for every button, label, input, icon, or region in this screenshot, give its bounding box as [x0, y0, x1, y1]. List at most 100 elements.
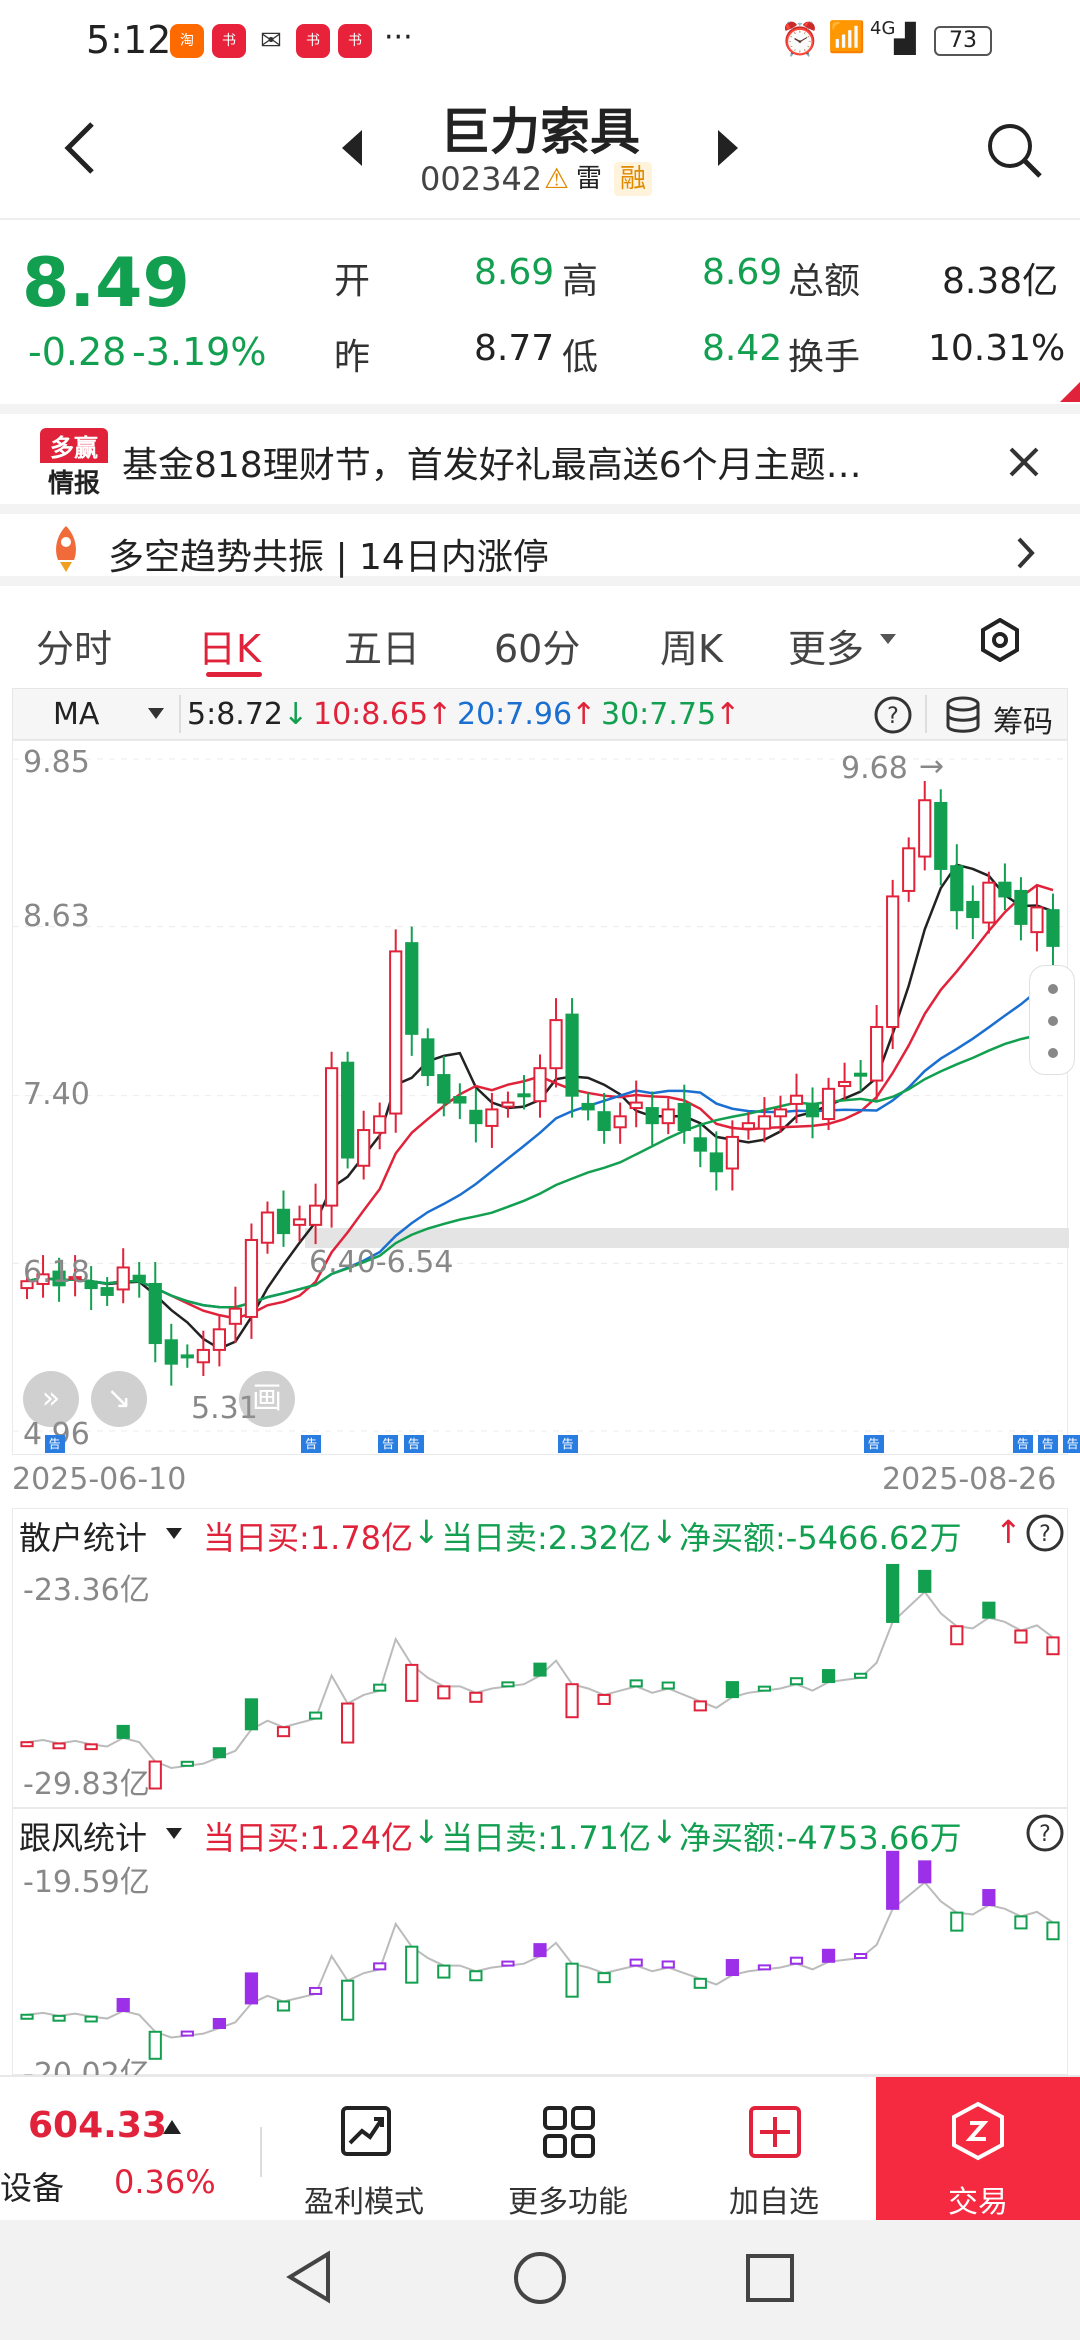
signal-notice[interactable]: 多空趋势共振 | 14日内涨停 [0, 504, 1080, 586]
stat-bar [821, 1948, 836, 1963]
expand-icon[interactable]: » [23, 1371, 79, 1427]
stat-bar [469, 1691, 483, 1703]
announcement-marker[interactable]: 告 [863, 1435, 884, 1453]
tab-daily-k[interactable]: 日K [198, 627, 261, 671]
announcement-marker[interactable]: 告 [403, 1435, 424, 1453]
ma30-line [26, 1029, 1054, 1309]
next-stock-icon[interactable] [716, 128, 740, 168]
draw-tool-icon[interactable]: ↘ [91, 1371, 147, 1427]
candle-body [725, 1135, 739, 1170]
y-label-2: 8.63 [23, 899, 90, 934]
candle-body [821, 1087, 836, 1121]
announcement-marker[interactable]: 告 [557, 1435, 578, 1453]
stat-bar [212, 1747, 226, 1759]
candle-body [357, 1129, 371, 1167]
rocket-icon [56, 526, 76, 572]
xiaohongshu-icon-3: 书 [338, 24, 372, 58]
paint-icon[interactable]: 画 [239, 1371, 295, 1427]
candle-body [308, 1204, 323, 1226]
follow-dropdown-icon[interactable] [165, 1827, 183, 1841]
candle-body [341, 1061, 355, 1159]
candle-body [789, 1094, 804, 1105]
retail-dropdown-icon[interactable] [165, 1527, 183, 1541]
margin-tag[interactable]: 融 [614, 162, 653, 196]
chips-button[interactable]: 筹码 [993, 705, 1053, 740]
candle-body [773, 1108, 788, 1118]
bottom-action-bar: 604.33 设备 0.36% 盈利模式 更多功能 加自选 交易 [0, 2075, 1080, 2222]
chevron-right-icon[interactable] [1016, 536, 1036, 570]
ma20-line [26, 980, 1054, 1309]
trend-chart-icon [341, 2106, 391, 2156]
tab-more[interactable]: 更多 [788, 627, 865, 671]
stat-bar [565, 1962, 579, 1998]
announcement-marker[interactable]: 告 [1062, 1435, 1080, 1453]
follow-buy-arrow: ↓ [413, 1813, 440, 1851]
announcement-marker[interactable]: 告 [44, 1435, 65, 1453]
tab-five-day[interactable]: 五日 [344, 627, 421, 671]
promo-banner[interactable]: 多赢 情报 基金818理财节，首发好礼最高送6个月主题… [0, 404, 1080, 504]
trade-button[interactable]: 交易 [876, 2077, 1080, 2222]
y-label-4: 6.18 [23, 1255, 90, 1290]
stat-bar [629, 1679, 643, 1688]
chart-settings-icon[interactable] [980, 618, 1020, 662]
tab-weekly-k[interactable]: 周K [660, 627, 723, 671]
y-label-1: 9.85 [23, 745, 90, 780]
sector-index-widget[interactable]: 604.33 设备 0.36% [0, 2077, 250, 2222]
ma-dropdown-icon[interactable] [147, 707, 165, 721]
stat-bar [469, 1970, 483, 1982]
turnover-value: 10.31% [928, 328, 1066, 369]
profit-mode-button[interactable]: 盈利模式 [284, 2077, 444, 2222]
tab-more-dropdown-icon[interactable] [878, 632, 898, 646]
more-notifications-icon: ··· [384, 20, 413, 55]
search-icon[interactable] [984, 120, 1044, 180]
nav-recents-icon[interactable] [744, 2252, 796, 2304]
help-icon[interactable]: ? [873, 695, 913, 735]
announcement-marker[interactable]: 告 [1037, 1435, 1058, 1453]
ma-selector[interactable]: MA [53, 697, 100, 732]
candle-body [244, 1238, 259, 1318]
more-functions-button[interactable]: 更多功能 [488, 2077, 648, 2222]
follow-title[interactable]: 跟风统计 [19, 1819, 148, 1857]
back-icon[interactable] [62, 120, 98, 176]
follow-buy: 当日买:1.24亿 [203, 1819, 414, 1857]
plus-square-icon [749, 2106, 801, 2158]
candle-body [870, 1025, 884, 1082]
announcement-marker[interactable]: 告 [301, 1435, 322, 1453]
sector-index-value: 604.33 [28, 2105, 167, 2146]
candle-body [709, 1152, 723, 1173]
ma10-value: 10:8.65 [313, 697, 429, 732]
retail-help-icon[interactable]: ? [1025, 1513, 1065, 1553]
add-favorite-button[interactable]: 加自选 [694, 2077, 854, 2222]
close-icon[interactable] [1008, 446, 1040, 478]
chips-database-icon[interactable] [943, 695, 983, 735]
announcement-marker[interactable]: 告 [378, 1435, 399, 1453]
thunder-tag[interactable]: 雷 [576, 164, 603, 194]
stat-bar [501, 1960, 515, 1967]
prev-stock-icon[interactable] [340, 128, 364, 168]
follow-help-icon[interactable]: ? [1025, 1813, 1065, 1853]
ma30-arrow: ↑ [715, 697, 741, 732]
retail-sell-arrow: ↓ [651, 1513, 678, 1551]
retail-title[interactable]: 散户统计 [19, 1519, 148, 1557]
low-label: 低 [562, 337, 599, 378]
kline-chart[interactable]: 9.85 8.63 7.40 6.18 4.96 9.68 → 6.40-6.5… [12, 740, 1080, 1455]
nav-back-icon[interactable] [284, 2250, 334, 2304]
side-menu-handle[interactable] [1029, 965, 1075, 1075]
retail-chart [20, 1563, 1060, 1790]
announcement-marker[interactable]: 告 [1012, 1435, 1033, 1453]
divider-3 [260, 2127, 262, 2177]
notice-text: 多空趋势共振 | 14日内涨停 [108, 537, 549, 578]
follow-chart [20, 1850, 1060, 2060]
candle-body [453, 1096, 467, 1104]
candle-body [1014, 889, 1028, 925]
candle-body [966, 900, 980, 919]
candle-body [757, 1115, 772, 1130]
stat-bar [212, 2018, 226, 2030]
alarm-icon: ⏰ [780, 20, 820, 58]
nav-home-icon[interactable] [512, 2250, 568, 2306]
tab-intraday[interactable]: 分时 [36, 627, 113, 671]
quote-panel: 8.49 -0.28 -3.19% 开 8.69 高 8.69 总额 8.38亿… [0, 222, 1080, 402]
candle-body [645, 1107, 659, 1125]
stat-bar [661, 1681, 675, 1690]
tab-60min[interactable]: 60分 [494, 627, 581, 671]
